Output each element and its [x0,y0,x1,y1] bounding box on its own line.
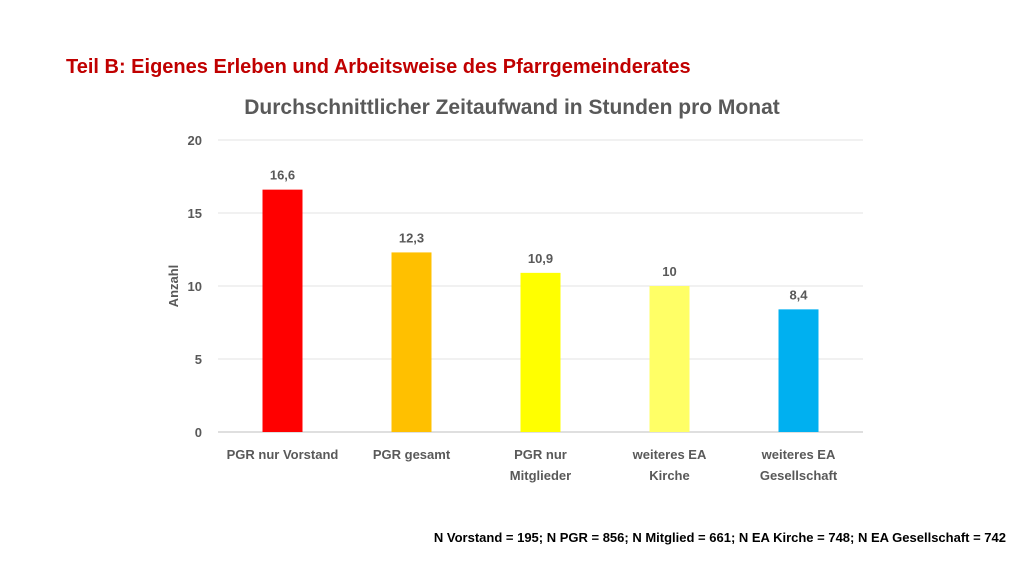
y-axis-label: Anzahl [166,265,181,308]
bar [391,252,432,432]
bar [262,189,303,432]
data-label: 10,9 [528,251,553,266]
x-tick-label: Kirche [649,468,689,483]
data-label: 12,3 [399,230,424,245]
y-tick-label: 20 [188,133,202,148]
bar [520,272,561,432]
data-label: 16,6 [270,168,295,183]
bar [778,309,819,432]
bar [649,286,690,432]
x-tick-label: Gesellschaft [760,468,838,483]
x-tick-label: weiteres EA [761,447,836,462]
x-tick-label: Mitglieder [510,468,571,483]
chart-title: Durchschnittlicher Zeitaufwand in Stunde… [244,96,780,119]
slide-title: Teil B: Eigenes Erleben und Arbeitsweise… [66,56,691,78]
x-tick-label: PGR nur Vorstand [227,447,339,462]
x-tick-label: PGR nur [514,447,567,462]
data-label: 8,4 [789,287,808,302]
y-tick-label: 0 [195,425,202,440]
y-tick-label: 10 [188,279,202,294]
x-tick-label: weiteres EA [632,447,707,462]
data-label: 10 [662,264,676,279]
y-tick-label: 5 [195,352,202,367]
x-tick-label: PGR gesamt [373,447,451,462]
sample-size-footnote: N Vorstand = 195; N PGR = 856; N Mitglie… [433,530,1006,545]
y-tick-label: 15 [188,206,202,221]
